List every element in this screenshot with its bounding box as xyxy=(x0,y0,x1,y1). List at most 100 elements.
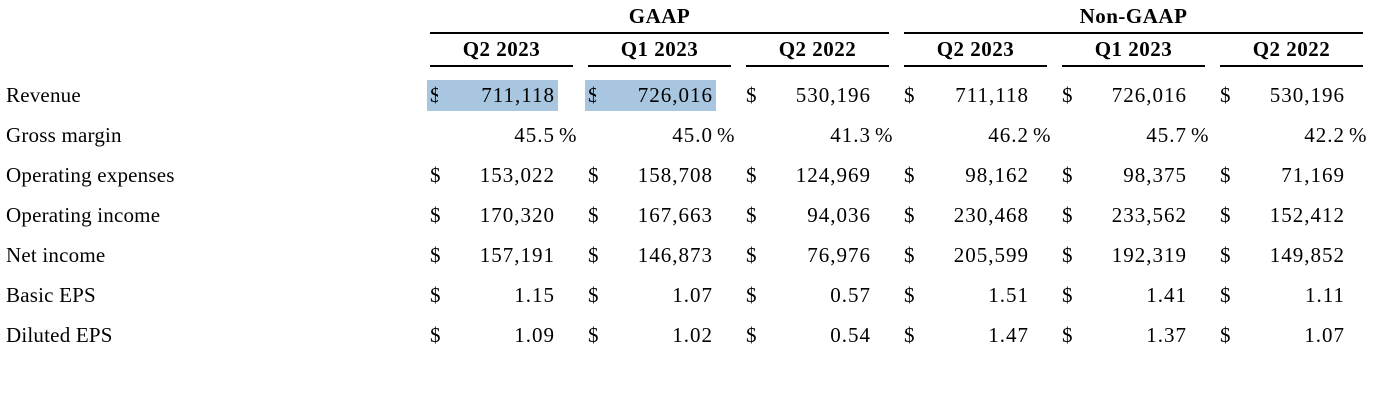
row-label: Net income xyxy=(6,242,106,267)
cell-value: 0.57 xyxy=(830,282,871,307)
table-cell: $ 192,319 xyxy=(1062,243,1205,268)
cell-value: 124,969 xyxy=(795,162,871,187)
table-cell: $ 530,196 xyxy=(746,83,889,108)
cell-value: 1.15 xyxy=(514,282,555,307)
table-cell: $ 94,036 xyxy=(746,203,889,228)
table-row: Net income $ 157,191 $ 146,873 $ 76,976 … xyxy=(0,235,1386,275)
cell-value: 711,118 xyxy=(955,82,1029,107)
table-cell: $ 124,969 xyxy=(746,163,889,188)
table-cell: $ 1.09 xyxy=(430,323,573,348)
currency-symbol: $ xyxy=(904,162,915,187)
currency-symbol: $ xyxy=(1220,162,1231,187)
currency-symbol: $ xyxy=(430,242,441,267)
currency-symbol: $ xyxy=(430,322,441,347)
currency-symbol: $ xyxy=(1062,82,1073,107)
column-header-non-gaap-q1-2023: Q1 2023 xyxy=(1062,37,1205,67)
cell-value: 530,196 xyxy=(795,82,871,107)
cell-value: 45.7 xyxy=(1146,122,1187,147)
currency-symbol: $ xyxy=(746,242,757,267)
cell-value: 230,468 xyxy=(953,202,1029,227)
table-cell: 46.2 % xyxy=(904,122,1051,148)
cell-value: 41.3 xyxy=(830,122,871,147)
cell-value: 1.07 xyxy=(1304,322,1345,347)
currency-symbol: $ xyxy=(1062,322,1073,347)
column-header-non-gaap-q2-2022: Q2 2022 xyxy=(1220,37,1363,67)
currency-symbol: $ xyxy=(588,202,599,227)
table-cell: $ 1.41 xyxy=(1062,283,1205,308)
table-row: Basic EPS $ 1.15 $ 1.07 $ 0.57 $ 1.51 xyxy=(0,275,1386,315)
table-row: Operating income $ 170,320 $ 167,663 $ 9… xyxy=(0,195,1386,235)
group-header-row: GAAP Non-GAAP xyxy=(0,4,1386,34)
cell-value: 1.47 xyxy=(988,322,1029,347)
percent-symbol: % xyxy=(1349,122,1367,147)
cell-value: 726,016 xyxy=(1111,82,1187,107)
percent-symbol: % xyxy=(1033,122,1051,147)
cell-value: 205,599 xyxy=(953,242,1029,267)
currency-symbol: $ xyxy=(588,282,599,307)
currency-symbol: $ xyxy=(588,322,599,347)
table-cell: $ 98,162 xyxy=(904,163,1047,188)
currency-symbol: $ xyxy=(1220,82,1231,107)
percent-symbol: % xyxy=(1191,122,1209,147)
cell-value: 1.07 xyxy=(672,282,713,307)
table-cell: $ 1.47 xyxy=(904,323,1047,348)
currency-symbol: $ xyxy=(746,282,757,307)
row-label: Gross margin xyxy=(6,122,122,147)
cell-value: 94,036 xyxy=(807,202,871,227)
currency-symbol: $ xyxy=(746,202,757,227)
table-row: Revenue $ 711,118 $ 726,016 $ 530,196 $ … xyxy=(0,75,1386,115)
table-cell: $ 152,412 xyxy=(1220,203,1363,228)
cell-value: 149,852 xyxy=(1269,242,1345,267)
table-cell: 45.5 % xyxy=(430,123,576,148)
table-cell: 42.2 % xyxy=(1220,122,1367,148)
table-cell: $ 158,708 xyxy=(588,163,731,188)
table-cell: $ 1.07 xyxy=(1220,323,1363,348)
cell-value: 1.02 xyxy=(672,322,713,347)
cell-value: 233,562 xyxy=(1111,202,1187,227)
table-row: Diluted EPS $ 1.09 $ 1.02 $ 0.54 $ 1.47 xyxy=(0,315,1386,355)
table-cell: $ 1.07 xyxy=(588,283,731,308)
cell-value: 170,320 xyxy=(479,202,555,227)
table-cell: $ 711,118 xyxy=(427,79,573,111)
table-cell: $ 230,468 xyxy=(904,203,1047,228)
table-cell: $ 1.11 xyxy=(1220,283,1363,308)
currency-symbol: $ xyxy=(1220,202,1231,227)
cell-value: 42.2 xyxy=(1304,122,1345,147)
cell-value: 726,016 xyxy=(595,79,716,111)
currency-symbol: $ xyxy=(430,202,441,227)
cell-value: 1.37 xyxy=(1146,322,1187,347)
table-cell: $ 0.54 xyxy=(746,323,889,348)
currency-symbol: $ xyxy=(1220,282,1231,307)
cell-value: 157,191 xyxy=(479,242,555,267)
table-cell: $ 1.51 xyxy=(904,283,1047,308)
currency-symbol: $ xyxy=(588,242,599,267)
table-cell: 45.0 % xyxy=(588,123,734,148)
currency-symbol: $ xyxy=(904,202,915,227)
table-cell: $ 530,196 xyxy=(1220,83,1363,108)
table-cell: 45.7 % xyxy=(1062,122,1209,148)
column-header-gaap-q2-2023: Q2 2023 xyxy=(430,37,573,67)
cell-value: 146,873 xyxy=(637,242,713,267)
currency-symbol: $ xyxy=(430,162,441,187)
currency-symbol: $ xyxy=(430,282,441,307)
currency-symbol: $ xyxy=(1062,162,1073,187)
table-cell: $ 170,320 xyxy=(430,203,573,228)
table-cell: $ 71,169 xyxy=(1220,163,1363,188)
column-header-non-gaap-q2-2023: Q2 2023 xyxy=(904,37,1047,67)
cell-value: 1.51 xyxy=(988,282,1029,307)
currency-symbol: $ xyxy=(1220,242,1231,267)
cell-value: 153,022 xyxy=(479,162,555,187)
table-cell: $ 153,022 xyxy=(430,163,573,188)
row-label: Basic EPS xyxy=(6,282,96,307)
cell-value: 0.54 xyxy=(830,322,871,347)
cell-value: 76,976 xyxy=(807,242,871,267)
table-cell: $ 76,976 xyxy=(746,243,889,268)
group-header-non-gaap: Non-GAAP xyxy=(904,4,1363,34)
table-cell: $ 233,562 xyxy=(1062,203,1205,228)
row-label: Diluted EPS xyxy=(6,322,113,347)
cell-value: 46.2 xyxy=(988,122,1029,147)
currency-symbol: $ xyxy=(904,242,915,267)
cell-value: 71,169 xyxy=(1281,162,1345,187)
table-cell: $ 98,375 xyxy=(1062,163,1205,188)
column-header-gaap-q1-2023: Q1 2023 xyxy=(588,37,731,67)
